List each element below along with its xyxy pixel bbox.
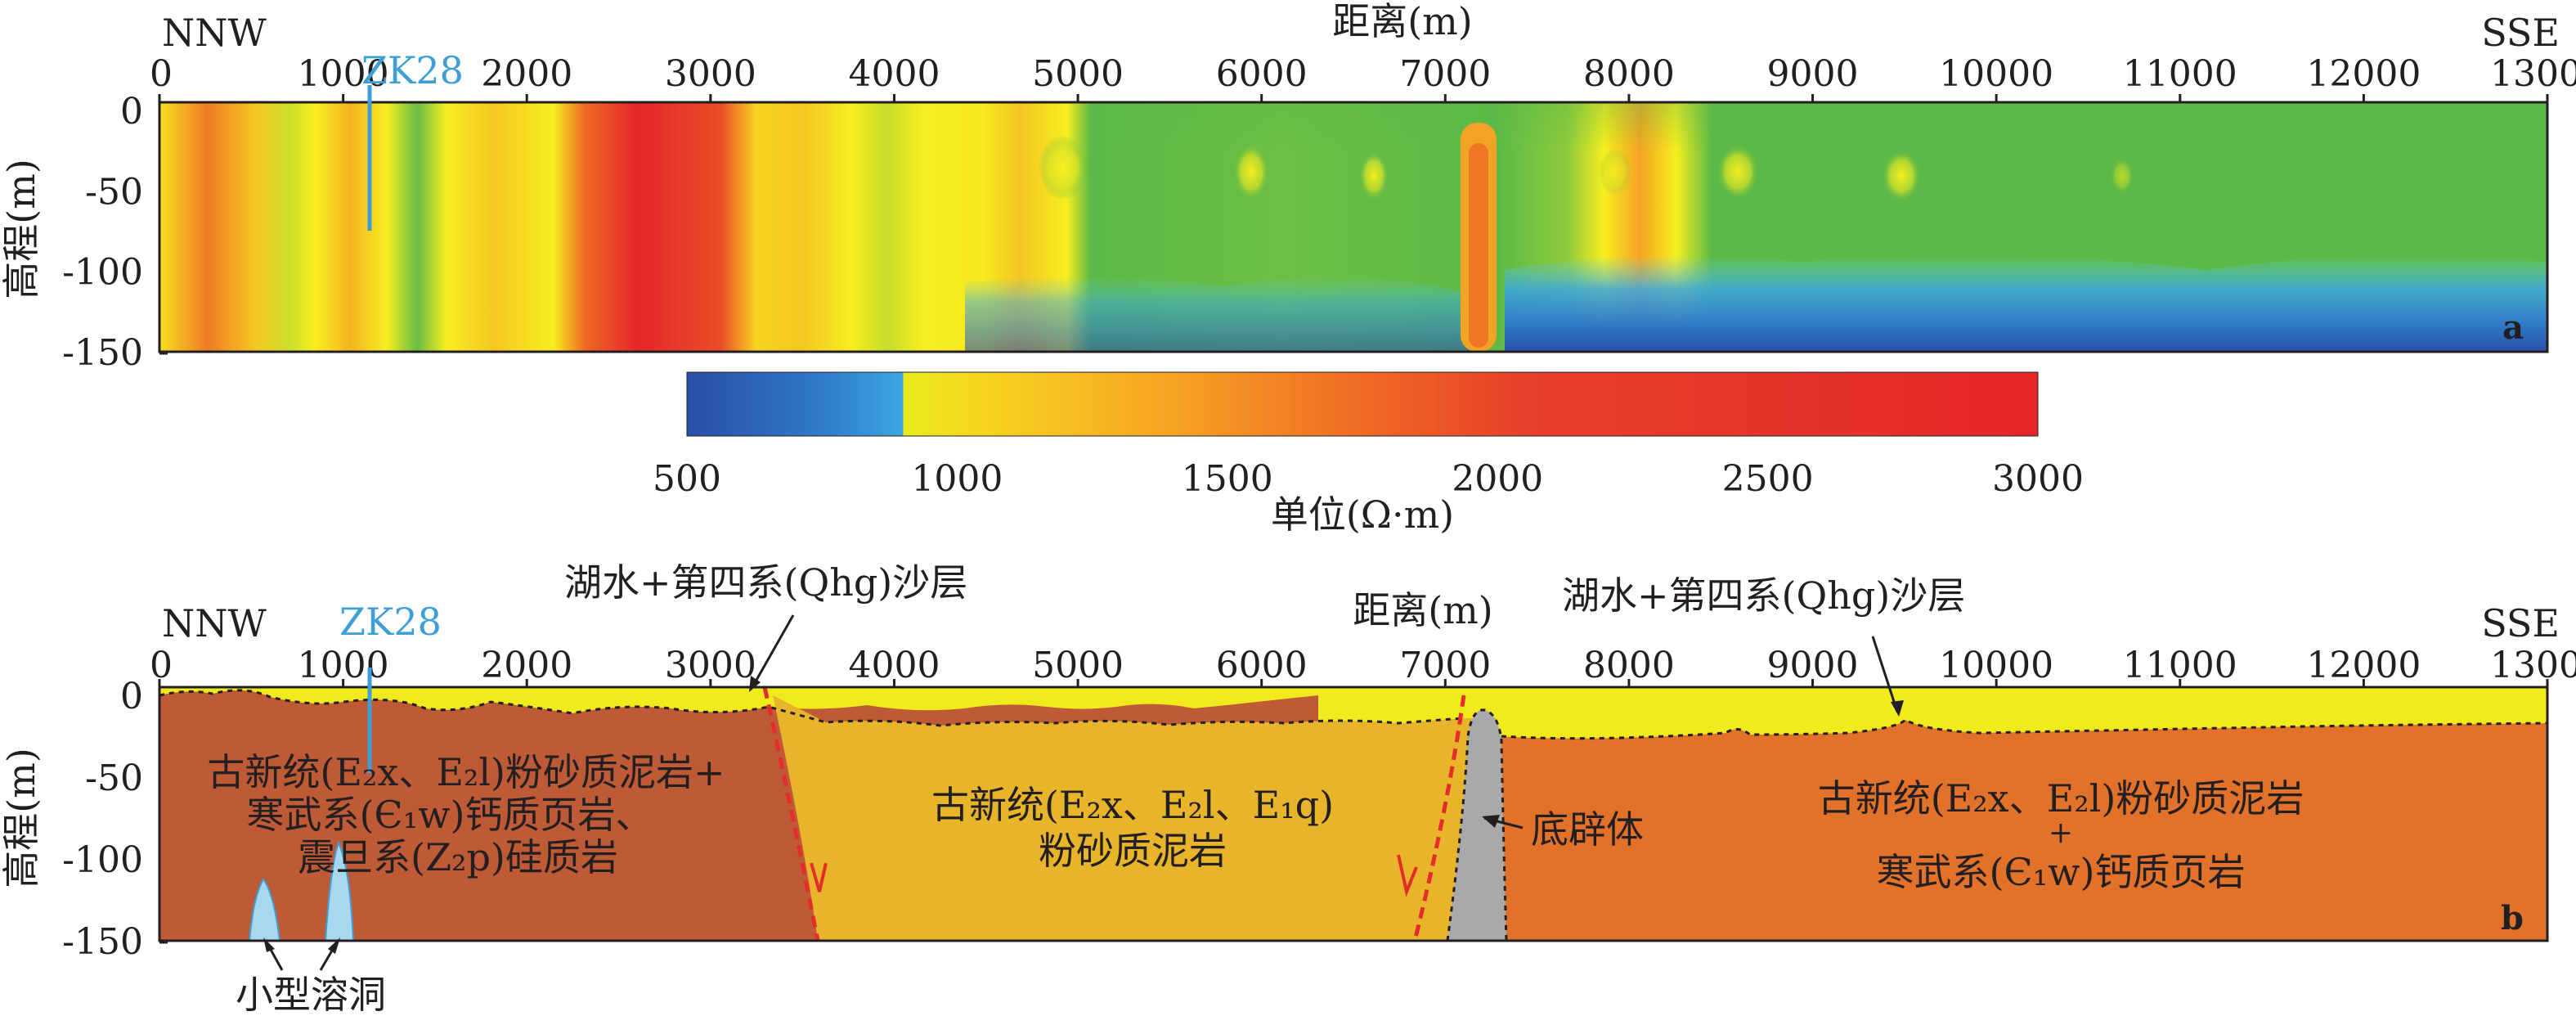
right-unit-label-plus: + <box>2049 816 2073 850</box>
panel-b-y-tick--100: -100 <box>62 839 143 881</box>
panel-b-y-tick-labels: 0 -50 -100 -150 <box>62 676 168 963</box>
colorbar-tick-1500: 1500 <box>1182 458 1273 500</box>
left-unit-label-line3: 震旦系(Z₂p)硅质岩 <box>298 835 618 879</box>
panel-b-distance-title: 距离(m) <box>1353 588 1493 632</box>
panel-a-frame <box>158 101 2549 353</box>
middle-unit-label-line1: 古新统(E₂x、E₂l、E₁q) <box>931 783 1334 827</box>
panel-a-y-axis-title: 高程(m) <box>0 159 43 299</box>
small-cave-2 <box>324 840 355 941</box>
right-unit-label-line1: 古新统(E₂x、E₂l)粉砂质泥岩 <box>1818 776 2304 820</box>
panel-a-x-tick-12000: 12000 <box>2306 53 2421 95</box>
panel-a-x-tick-4000: 4000 <box>848 53 940 95</box>
resistivity-panel-a: 距离(m) NNW SSE 0 1000 2000 3000 4000 5000 6000 7… <box>0 0 2576 374</box>
diapir-label: 底辟体 <box>1531 807 1644 852</box>
geological-panel-b: 距离(m) NNW SSE 0 1000 2000 3000 4000 5000 6000 7… <box>0 560 2576 1016</box>
colorbar-tick-500: 500 <box>653 458 721 500</box>
panel-a-y-tick--150: -150 <box>62 332 143 374</box>
resistivity-image: a <box>159 102 2547 352</box>
panel-a-x-tick-1000: 1000 <box>298 53 389 95</box>
panel-b-y-axis-title: 高程(m) <box>0 748 43 888</box>
panel-a-x-tick-6000: 6000 <box>1216 53 1308 95</box>
panel-a-y-tick-labels: 0 -50 -100 -150 <box>62 91 168 374</box>
panel-a-x-tick-11000: 11000 <box>2123 53 2237 95</box>
panel-a-sse-label: SSE <box>2481 11 2560 55</box>
panel-a-y-tick--100: -100 <box>62 252 143 294</box>
right-unit <box>1497 720 2547 941</box>
panel-b-label: b <box>2501 899 2524 937</box>
panel-a-x-tick-0: 0 <box>150 53 173 95</box>
panel-a-distance-title: 距离(m) <box>1332 0 1473 43</box>
fault-right <box>1412 695 1466 941</box>
small-cave-1 <box>248 878 281 941</box>
panel-b-x-tick-0: 0 <box>150 645 173 686</box>
panel-a-x-tick-7000: 7000 <box>1399 53 1491 95</box>
panel-b-nnw-label: NNW <box>162 601 267 645</box>
colorbar-gradient <box>686 371 2039 437</box>
panel-a-x-tick-10000: 10000 <box>1939 53 2053 95</box>
left-unit-label-line1: 古新统(E₂x、E₂l)粉砂质泥岩+ <box>207 750 725 794</box>
panel-a-x-tick-5000: 5000 <box>1032 53 1124 95</box>
panel-a-x-tick-9000: 9000 <box>1767 53 1859 95</box>
colorbar-tick-2500: 2500 <box>1722 458 1814 500</box>
colorbar-tick-3000: 3000 <box>1992 458 2084 500</box>
colorbar-tick-labels: 500 1000 1500 2000 2500 3000 <box>653 458 2084 500</box>
right-unit-label-line2: 寒武系(Є₁w)钙质页岩 <box>1877 850 2246 894</box>
fault-left <box>762 687 820 941</box>
panel-b-y-tick--50: -50 <box>85 758 143 799</box>
panel-a-nnw-label: NNW <box>162 11 267 55</box>
panel-b-y-tick--150: -150 <box>62 921 143 963</box>
panel-b-y-tick-0: 0 <box>120 676 143 717</box>
panel-a-x-tick-labels: 0 1000 2000 3000 4000 5000 6000 7000 8000 9000 100… <box>150 53 2576 102</box>
cave-label: 小型溶洞 <box>236 973 386 1016</box>
panel-a-x-tick-2000: 2000 <box>481 53 572 95</box>
panel-a-x-tick-8000: 8000 <box>1583 53 1675 95</box>
sand-callout-right: 湖水+第四系(Qhg)沙层 <box>1562 573 1965 618</box>
panel-b-frame <box>158 686 2549 942</box>
left-unit-label-line2: 寒武系(Є₁w)钙质页岩、 <box>247 793 653 837</box>
panel-a-y-tick-0: 0 <box>120 91 143 133</box>
panel-b-borehole-label: ZK28 <box>339 600 442 644</box>
panel-a-y-tick--50: -50 <box>85 171 143 213</box>
middle-unit <box>773 695 1464 941</box>
colorbar-unit-label: 单位(Ω·m) <box>1271 492 1454 537</box>
panel-a-x-tick-3000: 3000 <box>665 53 756 95</box>
colorbar-tick-1000: 1000 <box>911 458 1003 500</box>
middle-unit-label-line2: 粉砂质泥岩 <box>1039 829 1227 873</box>
resistivity-colorbar: 500 1000 1500 2000 2500 3000 单位(Ω·m) <box>653 371 2084 537</box>
diapir-body <box>1446 708 1508 941</box>
panel-a-label: a <box>2502 308 2524 347</box>
panel-a-borehole-label: ZK28 <box>361 48 464 92</box>
colorbar-tick-2000: 2000 <box>1452 458 1543 500</box>
panel-b-x-tick-labels: 0 1000 2000 3000 4000 5000 6000 7000 8000 9000 100… <box>150 645 2576 687</box>
panel-b-sse-label: SSE <box>2481 601 2560 645</box>
sand-callout-left: 湖水+第四系(Qhg)沙层 <box>564 560 967 605</box>
